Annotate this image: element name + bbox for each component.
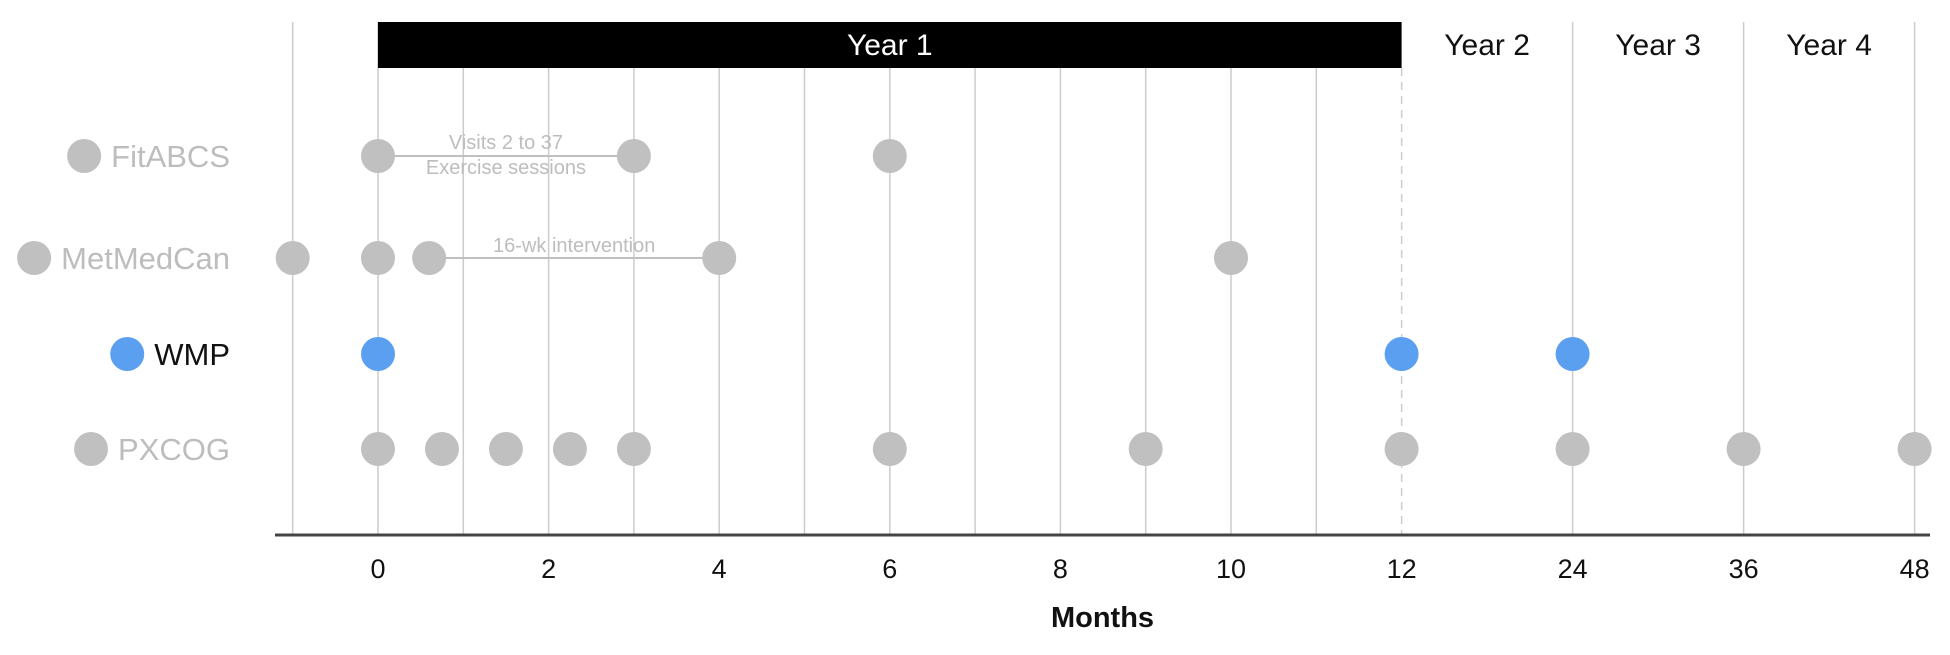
- series-label: WMP: [154, 337, 230, 372]
- series-label: PXCOG: [118, 432, 230, 467]
- series-labels: FitABCS MetMedCan WMP PXCOG: [17, 139, 230, 467]
- data-point: [1555, 432, 1590, 466]
- data-point: [361, 241, 395, 275]
- points-layer: [275, 139, 1932, 466]
- x-tick-label: 4: [712, 554, 727, 584]
- series-label: MetMedCan: [61, 241, 230, 276]
- series-legend-dot: [67, 139, 102, 173]
- x-tick-label: 12: [1387, 554, 1417, 584]
- grid-layer: [291, 22, 1916, 535]
- x-tick-label: 36: [1729, 554, 1759, 584]
- data-point: [412, 241, 447, 275]
- data-point: [872, 139, 907, 173]
- x-tick-label: 6: [882, 554, 897, 584]
- data-point: [1897, 432, 1932, 466]
- data-point: [616, 139, 651, 173]
- series-legend-dot: [17, 241, 52, 275]
- data-point: [488, 432, 523, 466]
- data-point: [1726, 432, 1761, 466]
- data-point: [552, 432, 587, 466]
- annotation-layer: Visits 2 to 37 Exercise sessions 16-wk int…: [378, 132, 720, 259]
- data-point: [1214, 241, 1248, 275]
- annotation-text: Visits 2 to 37: [449, 132, 563, 154]
- data-point: [361, 337, 395, 371]
- data-point: [1128, 432, 1163, 466]
- period-label: Year 3: [1615, 29, 1701, 62]
- x-tick-label: 24: [1558, 554, 1588, 584]
- data-point: [1384, 432, 1419, 466]
- data-point: [616, 432, 651, 466]
- data-point: [872, 432, 907, 466]
- data-point: [1555, 337, 1590, 371]
- series-legend-dot: [74, 432, 109, 466]
- x-tick-label: 48: [1900, 554, 1930, 584]
- data-point: [424, 432, 459, 466]
- x-tick-label: 0: [370, 554, 385, 584]
- data-point: [702, 241, 737, 275]
- period-label: Year 4: [1786, 29, 1872, 62]
- data-point: [1384, 337, 1419, 371]
- x-tick-label: 2: [541, 554, 556, 584]
- annotation-text: 16-wk intervention: [493, 235, 655, 257]
- data-point: [361, 139, 395, 173]
- data-point: [275, 241, 310, 275]
- period-label: Year 2: [1444, 29, 1530, 62]
- annotation-text: Exercise sessions: [426, 157, 586, 179]
- series-label: FitABCS: [111, 139, 230, 174]
- series-legend-dot: [110, 337, 145, 371]
- year-1-bar: [378, 22, 1402, 68]
- period-label: Year 1: [847, 29, 933, 62]
- x-tick-label: 8: [1053, 554, 1068, 584]
- data-point: [361, 432, 395, 466]
- period-header: Year 1 Year 2 Year 3 Year 4: [378, 22, 1872, 68]
- x-tick-label: 10: [1216, 554, 1246, 584]
- x-axis-title: Months: [1051, 602, 1154, 634]
